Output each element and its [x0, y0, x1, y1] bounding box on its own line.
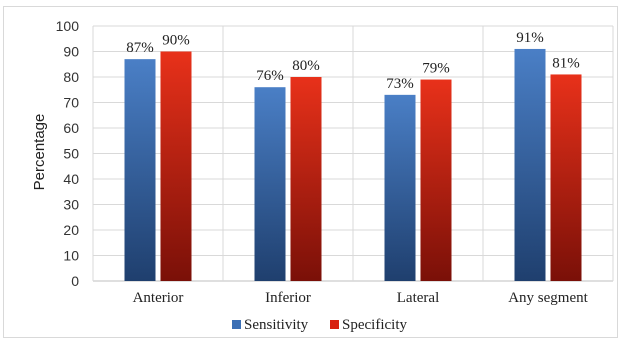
data-label: 73% [386, 76, 414, 92]
y-axis-title: Percentage [31, 114, 48, 191]
bar-sensitivity-inferior [254, 87, 286, 281]
data-label: 79% [422, 61, 450, 77]
y-tick-label: 20 [63, 222, 79, 238]
data-label: 91% [516, 30, 544, 46]
legend-label-sensitivity: Sensitivity [244, 317, 309, 333]
y-tick-label: 0 [71, 273, 79, 289]
y-tick-label: 50 [63, 146, 79, 162]
bar-sensitivity-anterior [124, 59, 156, 282]
data-label: 76% [256, 68, 284, 84]
data-label: 80% [292, 58, 320, 74]
y-tick-label: 30 [63, 197, 79, 213]
x-tick-label: Anterior [133, 290, 184, 306]
x-tick-label: Lateral [397, 290, 439, 306]
bar-sensitivity-any-segment [514, 48, 546, 282]
legend-swatch-specificity [330, 320, 339, 329]
labels: 0 10 20 30 40 50 60 70 80 90 100 87% 90% Anterior 76% 8… [56, 18, 589, 306]
y-tick-label: 40 [63, 171, 79, 187]
bar-sensitivity-lateral [384, 94, 416, 281]
y-tick-label: 90 [63, 44, 79, 60]
data-label: 81% [552, 55, 580, 71]
x-tick-label: Any segment [508, 290, 588, 306]
data-label: 90% [162, 33, 190, 49]
legend-label-specificity: Specificity [342, 317, 407, 333]
bars [124, 48, 582, 282]
bar-specificity-inferior [290, 77, 322, 281]
bar-specificity-anterior [160, 51, 192, 281]
y-tick-label: 100 [56, 18, 80, 34]
x-tick-label: Inferior [265, 290, 311, 306]
bar-specificity-lateral [420, 79, 452, 281]
y-tick-label: 10 [63, 248, 79, 264]
y-tick-label: 70 [63, 95, 79, 111]
bar-specificity-any-segment [550, 74, 582, 281]
legend: Sensitivity Specificity [232, 317, 407, 333]
data-label: 87% [126, 40, 154, 56]
legend-swatch-sensitivity [232, 320, 241, 329]
y-tick-label: 80 [63, 69, 79, 85]
y-tick-label: 60 [63, 120, 79, 136]
